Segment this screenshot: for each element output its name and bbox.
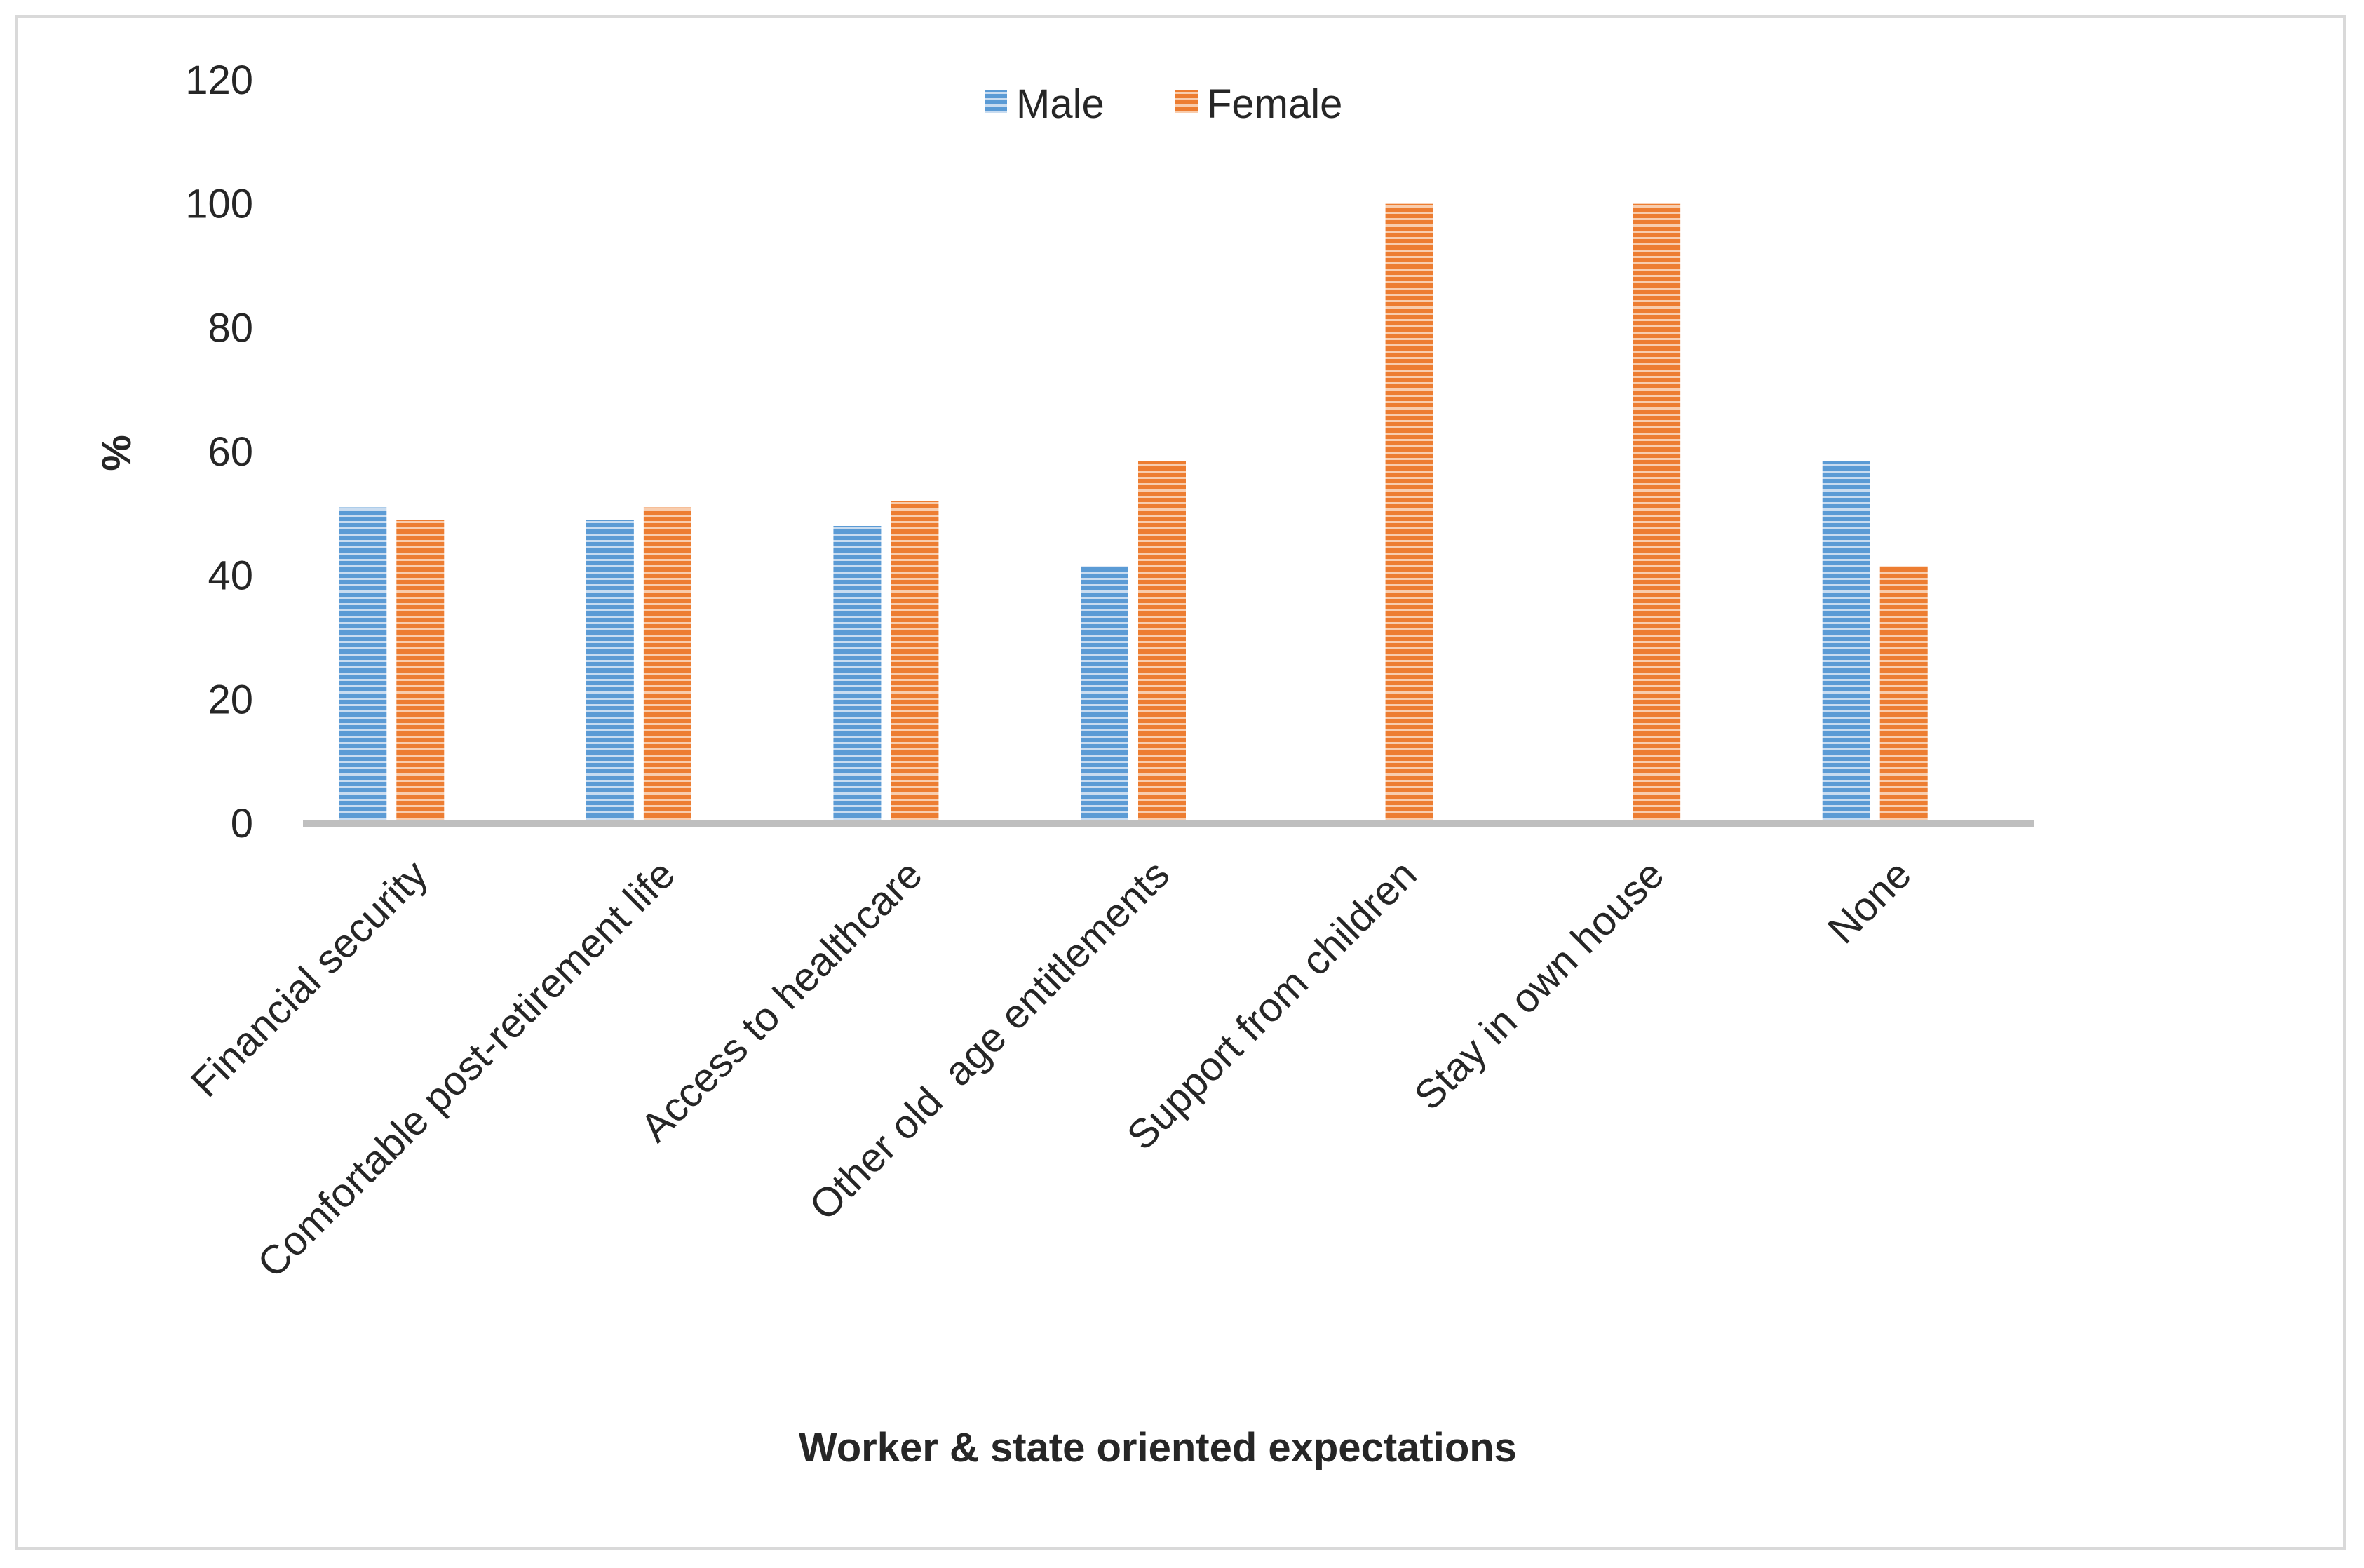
bar-male-1 (339, 507, 387, 823)
legend-label-male: Male (1016, 81, 1105, 127)
legend-item-male: Male (985, 81, 1105, 127)
bars (339, 203, 1928, 824)
y-tick-label: 40 (208, 553, 253, 599)
legend-swatch-male (985, 90, 1007, 113)
y-tick-label: 0 (231, 801, 253, 846)
bar-male-3 (833, 526, 882, 823)
x-axis-title: Worker & state oriented expectations (799, 1425, 1517, 1471)
legend: Male Female (985, 81, 1342, 127)
y-tick-label: 120 (185, 58, 253, 103)
y-tick-label: 80 (208, 305, 253, 351)
x-category-label: Access to healthcare (632, 851, 931, 1151)
bar-female-1 (396, 520, 445, 823)
bar-male-2 (586, 520, 634, 823)
legend-swatch-female (1175, 90, 1198, 113)
y-axis-ticks: 0 20 40 60 80 100 120 (185, 58, 253, 846)
bar-female-2 (643, 507, 691, 823)
y-tick-label: 20 (208, 677, 253, 722)
x-category-label: Stay in own house (1405, 851, 1673, 1118)
y-tick-label: 100 (185, 182, 253, 227)
bar-male-7 (1822, 461, 1870, 823)
y-axis-title: % (94, 435, 140, 471)
y-tick-label: 60 (208, 429, 253, 475)
x-axis-line (303, 820, 2034, 827)
bar-chart: Male Female 0 20 40 60 80 100 120 % Financial … (94, 58, 2034, 1471)
x-category-label: Comfortable post-retirement life (249, 851, 684, 1286)
chart-frame: Male Female 0 20 40 60 80 100 120 % Financial … (15, 15, 2346, 1550)
bar-female-7 (1879, 566, 1928, 823)
bar-male-4 (1081, 566, 1128, 823)
legend-item-female: Female (1175, 81, 1342, 127)
bar-female-5 (1385, 203, 1433, 824)
bar-female-3 (891, 501, 939, 823)
bar-female-4 (1138, 461, 1186, 823)
x-category-label: None (1819, 851, 1920, 952)
bar-female-6 (1633, 203, 1681, 824)
legend-label-female: Female (1207, 81, 1342, 127)
x-category-label: Financial security (182, 851, 437, 1106)
